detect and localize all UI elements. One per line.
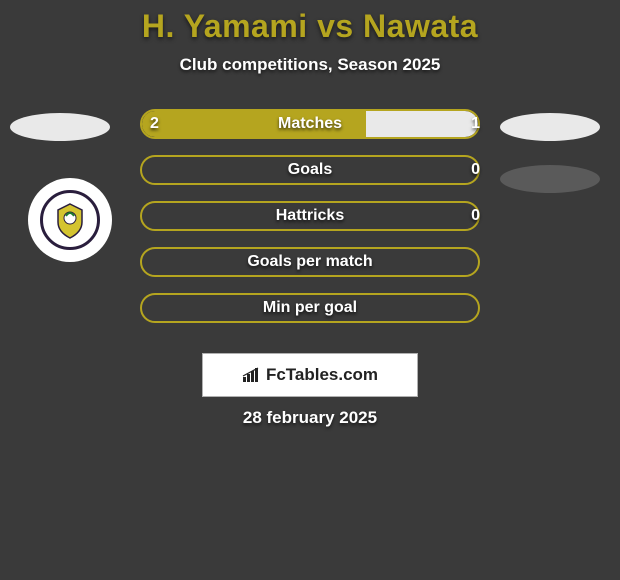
stat-row: Matches21 [0,109,620,139]
bar-track [140,293,480,323]
page-title: H. Yamami vs Nawata [0,0,620,45]
club-badge [28,178,112,262]
page-subtitle: Club competitions, Season 2025 [0,55,620,75]
stat-row: Goals0 [0,155,620,185]
footer-date: 28 february 2025 [0,408,620,428]
bar-right-fill [366,111,478,137]
watermark-text: FcTables.com [266,365,378,385]
bar-track [140,201,480,231]
bar-track [140,247,480,277]
watermark: FcTables.com [202,353,418,397]
bar-left-fill [142,111,366,137]
bar-track [140,155,480,185]
bar-chart-icon [242,367,262,383]
bar-track [140,109,480,139]
club-badge-inner [40,190,100,250]
stat-row: Min per goal [0,293,620,323]
shield-icon [50,200,90,240]
